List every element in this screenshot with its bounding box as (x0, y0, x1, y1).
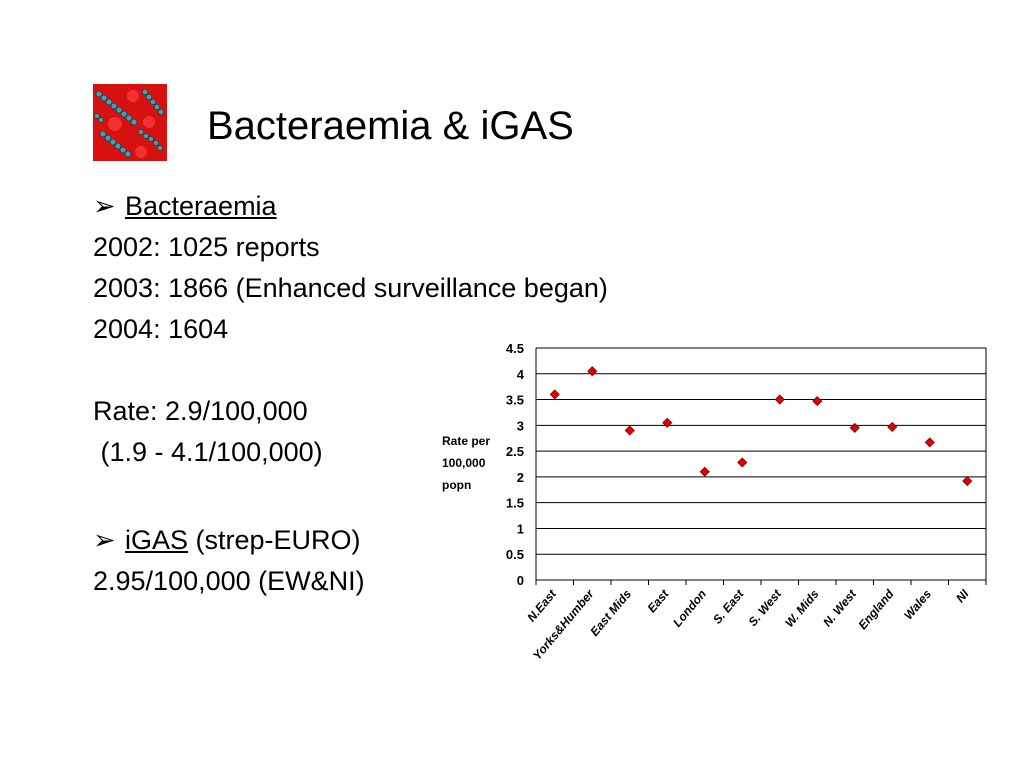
x-tick-label: N. West (820, 586, 860, 629)
data-point (774, 394, 785, 405)
x-tick-label: S. West (746, 586, 785, 629)
data-point (662, 417, 673, 428)
slide-body: ➢ Bacteraemia 2002: 1025 reports 2003: 18… (93, 186, 608, 602)
x-tick-label: N.East (524, 586, 559, 624)
data-point (887, 421, 898, 432)
bacteraemia-heading-line: ➢ Bacteraemia (93, 186, 608, 227)
data-point (962, 475, 973, 487)
regional-rate-chart: Rate per 100,000 popn 0 0.5 1 1.5 2 2.5 3 3.5 4 4.5… (442, 341, 987, 663)
y-tick-label: 2 (517, 470, 524, 485)
y-axis-label-line: popn (442, 478, 471, 492)
igas-heading-line: ➢ iGAS (strep-EURO) (93, 520, 608, 561)
y-tick-label: 4.5 (506, 341, 524, 356)
data-point (624, 425, 635, 436)
reports-2002: 2002: 1025 reports (93, 232, 320, 262)
arrow-bullet-icon: ➢ (93, 525, 116, 555)
igas-heading: iGAS (125, 525, 189, 555)
x-tick-label: England (855, 586, 897, 632)
x-tick-label: London (670, 587, 709, 630)
x-tick-label: NI (953, 586, 972, 605)
y-tick-label: 3.5 (506, 393, 524, 408)
y-tick-label: 3 (517, 418, 524, 433)
chart-gridlines (535, 347, 987, 585)
data-point (812, 396, 823, 407)
y-tick-label: 1.5 (506, 496, 524, 511)
y-tick-label: 0.5 (506, 547, 524, 562)
y-tick-label: 1 (517, 521, 524, 536)
reports-2003: 2003: 1866 (Enhanced surveillance began) (93, 273, 608, 303)
x-tick-label: Wales (901, 587, 934, 623)
slide-title: Bacteraemia & iGAS (207, 104, 574, 148)
chart-y-axis-label: Rate per 100,000 popn (442, 434, 490, 492)
rate-range-text: (1.9 - 4.1/100,000) (93, 437, 323, 467)
x-tick-label: East (645, 586, 673, 615)
chart-y-tick-labels: 0 0.5 1 1.5 2 2.5 3 3.5 4 4.5 (506, 341, 525, 588)
x-tick-label: W. Mids (782, 587, 821, 630)
data-point (699, 466, 710, 477)
rate-text: Rate: 2.9/100,000 (93, 396, 308, 426)
bacteria-image-icon (93, 84, 167, 161)
arrow-bullet-icon: ➢ (93, 191, 116, 221)
bacteraemia-heading: Bacteraemia (125, 191, 277, 221)
igas-heading-suffix: (strep-EURO) (188, 525, 361, 555)
data-point (924, 437, 935, 448)
data-point (549, 389, 560, 400)
data-point (587, 366, 598, 377)
data-point (737, 457, 748, 468)
x-tick-label: S. East (710, 586, 747, 626)
igas-rate-text: 2.95/100,000 (EW&NI) (93, 566, 365, 596)
y-axis-label-line: Rate per (442, 434, 490, 448)
y-axis-label-line: 100,000 (442, 456, 486, 470)
data-point (849, 422, 860, 433)
chart-data-points (549, 366, 973, 487)
y-tick-label: 4 (517, 367, 525, 382)
reports-2004: 2004: 1604 (93, 314, 229, 344)
y-tick-label: 2.5 (506, 444, 524, 459)
y-tick-label: 0 (517, 573, 524, 588)
